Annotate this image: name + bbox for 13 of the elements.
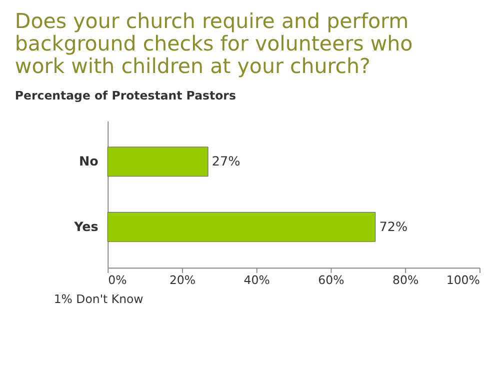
data-label: 72% (379, 218, 408, 234)
x-tick-label: 40% (244, 272, 270, 287)
x-tick-label: 0% (108, 272, 127, 287)
data-label: 27% (212, 154, 240, 169)
y-tick-label: Yes (73, 218, 98, 234)
x-tick-label: 80% (392, 272, 419, 287)
x-tick-label: 20% (169, 272, 196, 287)
chart-subtitle: Percentage of Protestant Pastors (14, 88, 236, 102)
text: 1% Don't Know (54, 292, 144, 306)
y-tick-label: No (78, 154, 99, 169)
chart-title: Does your church require and perform background checks for volunteers who work with children at your church? (14, 8, 413, 78)
x-tick-label: 100% (446, 272, 480, 287)
x-tick-label: 60% (318, 272, 344, 287)
